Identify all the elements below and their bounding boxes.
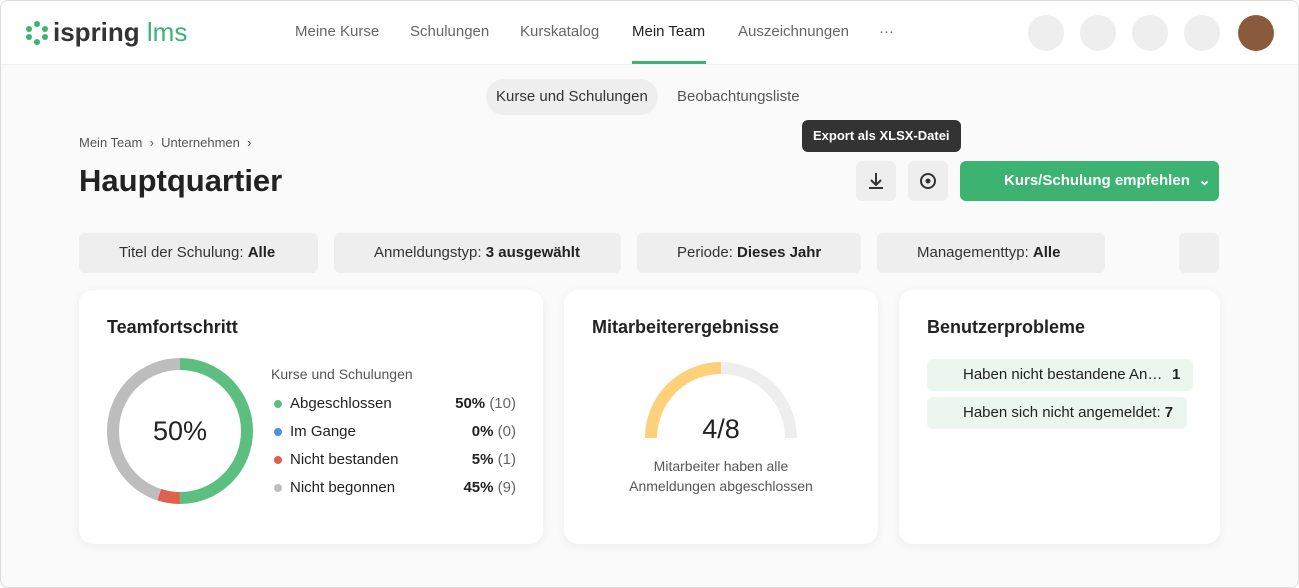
filter-value: Alle [247,244,276,261]
problem-count: 1 [1172,366,1181,383]
legend-value: 0% (0) [472,422,516,442]
filter-value: Alle [1032,244,1061,261]
tab[interactable]: Kurse und Schulungen [486,79,658,115]
tab[interactable]: Beobachtungsliste [677,88,800,105]
legend-percent: 50% [455,395,486,412]
settings-button[interactable] [908,161,948,201]
nav-more[interactable]: ··· [879,23,894,40]
legend-percent: 0% [471,423,494,440]
breadcrumb: Mein Team › Unternehmen › [79,135,252,150]
filter[interactable]: Periode: Dieses Jahr [637,233,861,273]
problem-count: 7 [1164,404,1174,421]
card-title: Benutzerprobleme [927,317,1086,337]
card: Benutzerprobleme Haben nicht bestandene … [899,290,1220,544]
nav-item[interactable]: Kurskatalog [520,23,600,40]
legend-row: Nicht begonnen 45% (9) [274,478,516,506]
problem-item[interactable]: Haben sich nicht angemeldet: 7 [927,397,1187,429]
filter-label: Managementtyp: [917,244,1029,261]
legend-count: (0) [497,423,516,440]
header: ispring lms Meine Kurse Schulungen Kursk… [1,1,1298,65]
filter-label: Periode: [677,244,733,261]
filter-value: Dieses Jahr [737,244,822,261]
card: Teamfortschritt 50% Kurse und Schulungen… [79,290,543,544]
problem-label: Haben nicht bestandene An… [963,366,1163,383]
legend-name: Nicht begonnen [290,479,396,496]
button-label: Kurs/Schulung empfehlen [1004,172,1190,189]
nav-item[interactable]: Meine Kurse [295,23,380,40]
legend-title: Kurse und Schulungen [271,366,413,382]
logo-brand: ispring [53,17,140,47]
problem-label: Haben sich nicht angemeldet: [963,404,1161,421]
recommend-button[interactable]: Kurs/Schulung empfehlen ⌄ [960,161,1219,201]
legend-dot [274,456,282,464]
problem-item[interactable]: Haben nicht bestandene An… 1 [927,359,1193,391]
logo: ispring lms [53,17,187,48]
bell-button[interactable] [1132,15,1168,51]
legend-row: Abgeschlossen 50% (10) [274,394,516,422]
tooltip: Export als XLSX-Datei [802,120,961,152]
logo-product: lms [146,17,188,47]
donut [107,358,253,504]
breadcrumb-item[interactable]: Unternehmen [161,135,240,150]
legend-value: 50% (10) [455,394,516,414]
legend-dot [274,484,282,492]
filter-label: Anmeldungstyp: [374,244,482,261]
reset-button[interactable] [1179,233,1219,273]
legend-name: Abgeschlossen [290,395,392,412]
chat-button[interactable] [1080,15,1116,51]
breadcrumb-item[interactable]: Mein Team [79,135,143,150]
filter[interactable]: Anmeldungstyp: 3 ausgewählt [334,233,621,273]
card: Mitarbeiterergebnisse 4/8 Mitarbeiter ha… [564,290,878,544]
filter[interactable]: Managementtyp: Alle [877,233,1105,273]
export-button[interactable] [856,161,896,201]
legend-percent: 5% [471,451,494,468]
nav-item[interactable]: Auszeichnungen [738,23,849,40]
legend-value: 5% (1) [472,450,516,470]
legend: Abgeschlossen 50% (10) Im Gange 0% (0) Nicht… [274,394,516,506]
nav-item[interactable]: Mein Team [632,23,706,40]
donut-segment [107,358,253,504]
legend-name: Im Gange [290,423,356,440]
legend-value: 45% (9) [463,478,516,498]
gift-button[interactable] [1028,15,1064,51]
legend-count: (1) [497,451,516,468]
logo-icon [26,21,48,45]
caption-line: Mitarbeiter haben alle [653,458,789,474]
donut-center-label: 50% [152,416,208,446]
filter-label: Titel der Schulung: [119,244,244,261]
filter-value: 3 ausgewählt [485,244,580,261]
avatar[interactable] [1238,15,1274,51]
nav-underline [632,61,706,64]
page-title: Hauptquartier [79,163,283,198]
nav-item[interactable]: Schulungen [410,23,490,40]
card-title: Mitarbeiterergebnisse [592,317,780,337]
legend-name: Nicht bestanden [290,451,399,468]
caption-line: Anmeldungen abgeschlossen [629,478,813,494]
legend-dot [274,400,282,408]
gauge [645,362,797,439]
legend-percent: 45% [463,479,494,496]
card-title: Teamfortschritt [107,317,238,337]
legend-row: Nicht bestanden 5% (1) [274,450,516,478]
legend-count: (9) [497,479,516,496]
apps-button[interactable] [1184,15,1220,51]
caption: Mitarbeiter haben alle Anmeldungen abgesc… [564,456,878,496]
filter[interactable]: Titel der Schulung: Alle [79,233,318,273]
legend-count: (10) [489,395,516,412]
legend-row: Im Gange 0% (0) [274,422,516,450]
gauge-label: 4/8 [702,414,740,444]
legend-dot [274,428,282,436]
